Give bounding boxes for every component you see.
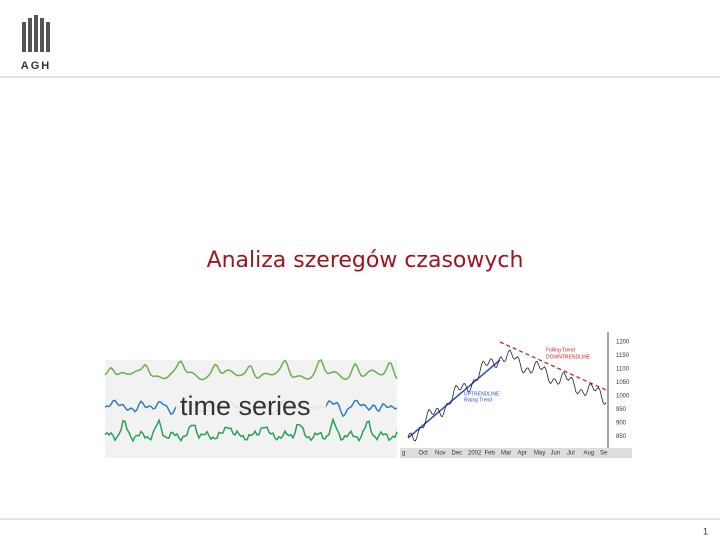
wave xyxy=(104,359,398,381)
month-label: Jul xyxy=(567,451,575,457)
image-label: time series xyxy=(180,391,311,421)
chart-annotation: DOWNTRENDLINE xyxy=(546,354,591,360)
price-label: 850 xyxy=(616,434,627,440)
logo-text: AGH xyxy=(21,60,51,72)
month-label: Jun xyxy=(551,451,561,457)
price-label: 900 xyxy=(616,421,627,427)
slide-title: Analiza szeregów czasowych xyxy=(207,248,524,273)
wave xyxy=(104,417,398,443)
price-line xyxy=(407,349,607,442)
logo: AGH xyxy=(21,15,51,72)
price-label: 1100 xyxy=(616,367,630,373)
stock-chart-image: 1200 1150 1100 1050 1000 950 900 850 g Oct Nov Dec 2… xyxy=(400,330,632,458)
chart-annotation: UPTRENDLINE xyxy=(464,391,500,397)
month-label: Apr xyxy=(518,451,527,457)
time-series-image: time series xyxy=(104,359,398,458)
price-label: 1000 xyxy=(616,394,630,400)
price-label: 1150 xyxy=(616,353,630,359)
chart-annotation: Rising Trend xyxy=(464,397,492,403)
price-label: 1050 xyxy=(616,380,630,386)
page-number: 1 xyxy=(703,526,708,536)
month-label: 2002 xyxy=(468,451,482,457)
month-label: May xyxy=(534,451,545,457)
month-label: g xyxy=(402,451,405,457)
month-label: Se xyxy=(600,451,608,457)
month-label: Dec xyxy=(452,451,463,457)
month-label: Nov xyxy=(435,451,446,457)
price-label: 1200 xyxy=(616,340,630,346)
chart-annotation: Falling Trend xyxy=(546,347,575,353)
price-label: 950 xyxy=(616,407,627,413)
month-label: Feb xyxy=(485,451,496,457)
month-label: Mar xyxy=(501,451,511,457)
month-label: Oct xyxy=(419,451,429,457)
month-label: Aug xyxy=(584,451,595,457)
